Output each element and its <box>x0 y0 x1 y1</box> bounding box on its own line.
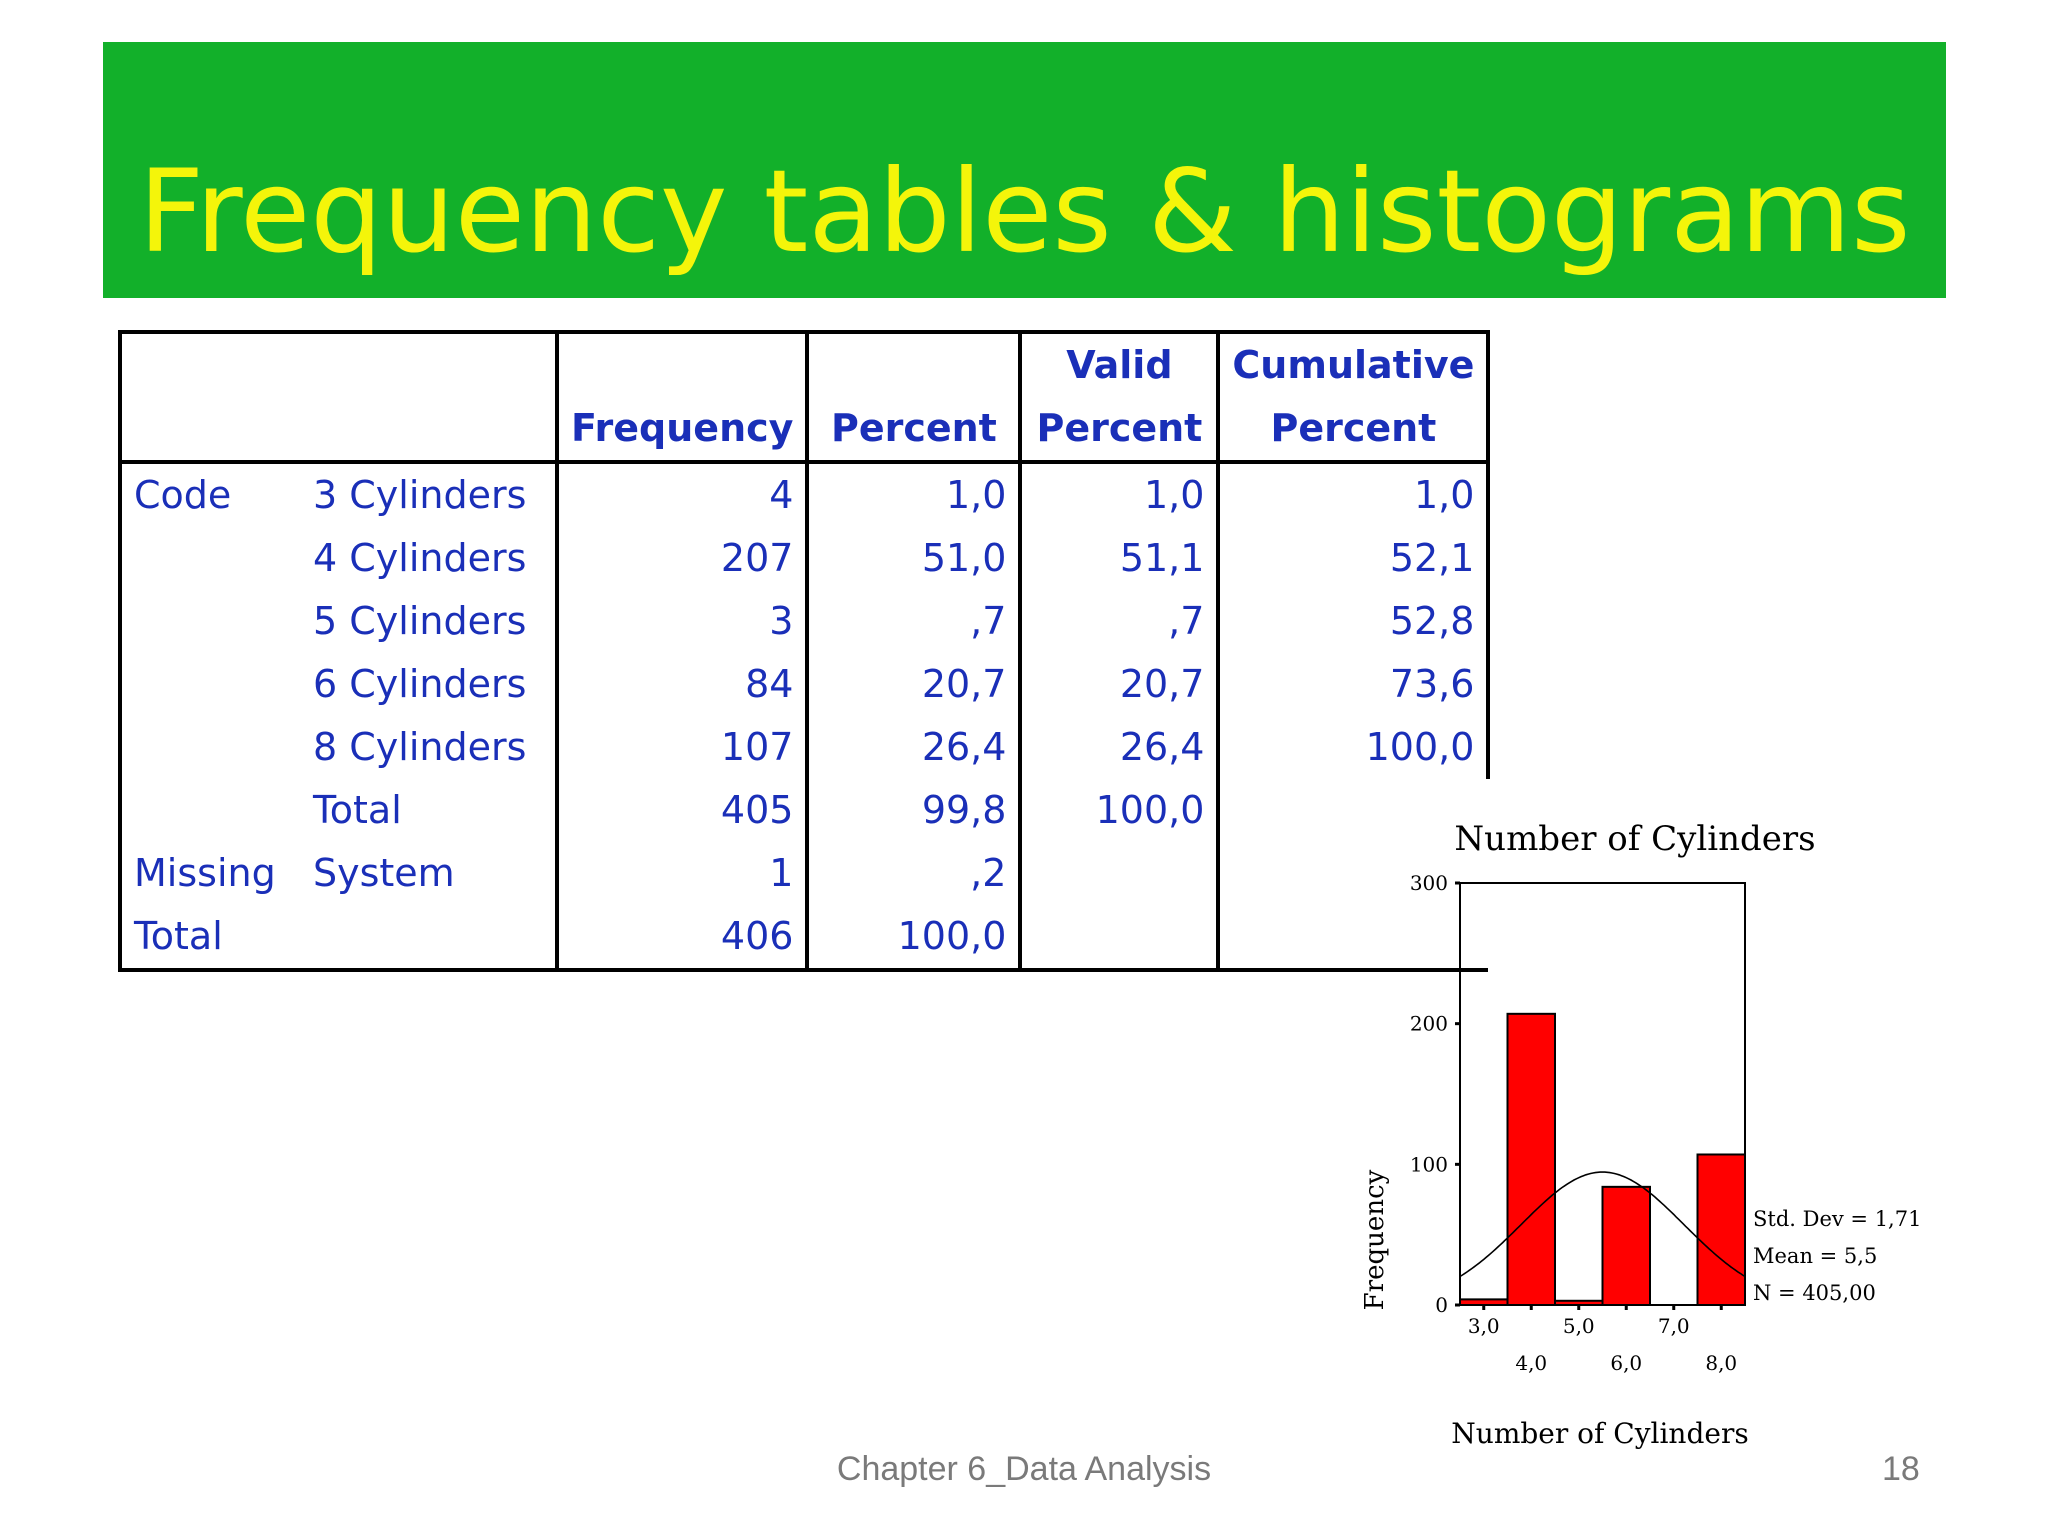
table-row: 5 Cylinders 3 ,7 ,7 52,8 <box>118 590 1491 653</box>
x-tick-label: 5,0 <box>1563 1314 1595 1338</box>
row-cumulative-percent: 52,8 <box>1218 590 1491 653</box>
table-row: Total 406 100,0 <box>118 905 1489 972</box>
table-header-row-2: Frequency Percent Percent Percent <box>118 397 1491 464</box>
row-frequency: 3 <box>557 590 810 653</box>
row-frequency: 84 <box>557 653 810 716</box>
x-tick-label: 8,0 <box>1705 1351 1737 1375</box>
row-frequency: 207 <box>557 527 810 590</box>
row-category: Total <box>301 779 559 842</box>
row-group <box>118 590 301 653</box>
header-valid-bottom: Percent <box>1020 397 1221 464</box>
row-group <box>118 653 301 716</box>
header-percent: Percent <box>807 397 1023 464</box>
table-row: 8 Cylinders 107 26,4 26,4 100,0 <box>118 716 1491 779</box>
row-valid-percent <box>1020 842 1221 905</box>
row-group: Code <box>118 462 301 527</box>
normal-curve <box>1459 1171 1746 1278</box>
row-frequency: 107 <box>557 716 810 779</box>
row-category: 8 Cylinders <box>301 716 559 779</box>
row-cumulative-percent: 1,0 <box>1218 462 1491 527</box>
chart-stat-n: N = 405,00 <box>1753 1281 1876 1305</box>
row-valid-percent: 51,1 <box>1020 527 1221 590</box>
y-tick-label: 300 <box>1410 871 1448 895</box>
row-cumulative-percent: 100,0 <box>1218 716 1491 779</box>
slide-title: Frequency tables & histograms <box>138 145 1911 278</box>
chart-title: Number of Cylinders <box>1454 819 1815 859</box>
row-valid-percent: ,7 <box>1020 590 1221 653</box>
row-percent: 99,8 <box>807 779 1023 842</box>
row-valid-percent: 26,4 <box>1020 716 1221 779</box>
row-group <box>118 716 301 779</box>
row-valid-percent: 100,0 <box>1020 779 1221 842</box>
row-percent: ,2 <box>807 842 1023 905</box>
y-tick-label: 0 <box>1435 1293 1448 1317</box>
row-frequency: 406 <box>557 905 810 972</box>
chart-stat-std-dev: Std. Dev = 1,71 <box>1753 1207 1921 1231</box>
histogram-bar <box>1459 1298 1509 1306</box>
row-frequency: 4 <box>557 462 810 527</box>
table-row: 4 Cylinders 207 51,0 51,1 52,1 <box>118 527 1491 590</box>
row-valid-percent: 1,0 <box>1020 462 1221 527</box>
row-cumulative-percent: 52,1 <box>1218 527 1491 590</box>
histogram-bar <box>1506 1012 1556 1306</box>
y-tick-label: 100 <box>1410 1152 1448 1176</box>
row-group: Total <box>118 905 301 972</box>
row-category: 4 Cylinders <box>301 527 559 590</box>
chart-stat-mean: Mean = 5,5 <box>1753 1244 1877 1268</box>
table-row: 6 Cylinders 84 20,7 20,7 73,6 <box>118 653 1491 716</box>
x-tick-label: 7,0 <box>1658 1314 1690 1338</box>
row-percent: 26,4 <box>807 716 1023 779</box>
histogram-chart: Number of Cylinders Number of Cylinders … <box>1360 819 1921 1450</box>
x-tick-label: 6,0 <box>1610 1351 1642 1375</box>
x-tick-label: 3,0 <box>1468 1314 1500 1338</box>
table-row: Total 405 99,8 100,0 <box>118 779 1488 842</box>
header-cumulative-bottom: Percent <box>1218 397 1491 464</box>
row-category: System <box>301 842 559 905</box>
row-frequency: 1 <box>557 842 810 905</box>
header-valid-top: Valid <box>1020 330 1221 397</box>
header-cumulative-top: Cumulative <box>1218 330 1491 397</box>
histogram-bar <box>1601 1185 1651 1306</box>
row-frequency: 405 <box>557 779 810 842</box>
row-valid-percent <box>1020 905 1221 972</box>
y-tick-label: 200 <box>1410 1012 1448 1036</box>
table-row: Missing System 1 ,2 <box>118 842 1488 905</box>
row-percent: 1,0 <box>807 462 1023 527</box>
x-tick-label: 4,0 <box>1515 1351 1547 1375</box>
chart-x-axis-label: Number of Cylinders <box>1451 1417 1748 1450</box>
row-percent: 100,0 <box>807 905 1023 972</box>
histogram-bar <box>1696 1153 1746 1306</box>
chart-y-axis-label: Frequency <box>1360 1169 1390 1310</box>
row-group <box>118 779 301 842</box>
frequency-table: Valid Cumulative Frequency Percent Perce… <box>118 330 1491 972</box>
row-percent: ,7 <box>807 590 1023 653</box>
histogram-bar <box>1554 1299 1604 1306</box>
row-category <box>301 905 559 972</box>
page-number: 18 <box>1882 1450 1920 1488</box>
slide-footer: Chapter 6_Data Analysis <box>836 1450 1212 1488</box>
row-category: 3 Cylinders <box>301 462 559 527</box>
row-cumulative-percent <box>1218 905 1489 972</box>
row-category: 5 Cylinders <box>301 590 559 653</box>
row-valid-percent: 20,7 <box>1020 653 1221 716</box>
row-percent: 20,7 <box>807 653 1023 716</box>
table-row: Code 3 Cylinders 4 1,0 1,0 1,0 <box>118 462 1491 527</box>
row-percent: 51,0 <box>807 527 1023 590</box>
table-header-row-1: Valid Cumulative <box>118 330 1491 397</box>
title-banner: Frequency tables & histograms <box>103 42 1946 298</box>
row-category: 6 Cylinders <box>301 653 559 716</box>
row-group <box>118 527 301 590</box>
header-frequency: Frequency <box>557 397 810 464</box>
row-cumulative-percent: 73,6 <box>1218 653 1491 716</box>
row-group: Missing <box>118 842 301 905</box>
